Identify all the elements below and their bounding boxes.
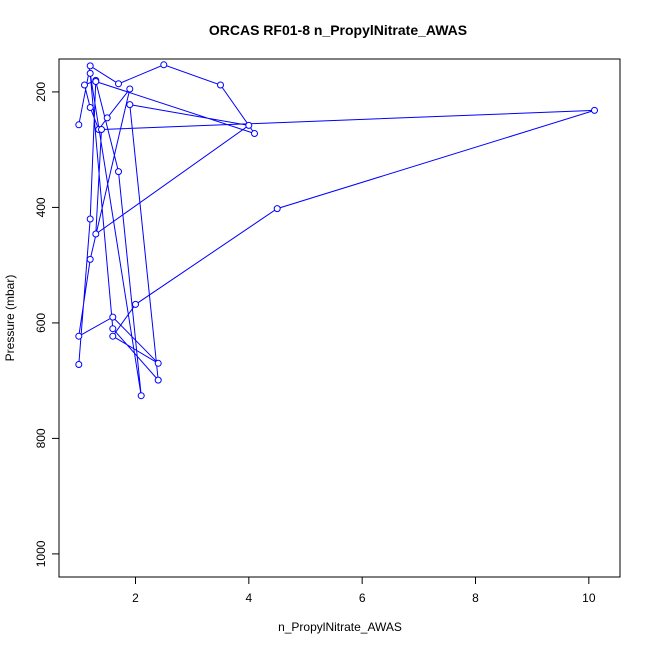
data-point <box>251 130 258 137</box>
y-tick-label: 800 <box>34 428 48 448</box>
y-tick-label: 1000 <box>34 540 48 567</box>
data-point <box>591 106 598 114</box>
data-point <box>103 114 111 122</box>
data-point <box>245 121 253 129</box>
data-point <box>86 62 94 70</box>
data-point <box>160 61 168 69</box>
data-point <box>217 81 224 89</box>
data-point <box>75 121 83 129</box>
data-point <box>154 359 162 367</box>
data-point <box>86 215 94 223</box>
plot-frame <box>58 58 621 578</box>
x-tick-label: 2 <box>132 591 139 605</box>
x-tick-label: 10 <box>582 591 596 605</box>
data-point <box>86 255 94 263</box>
x-tick-label: 4 <box>245 591 252 605</box>
y-axis: 200 400 600 800 1000 <box>34 82 60 567</box>
data-point <box>154 376 162 384</box>
data-point <box>92 230 100 238</box>
x-axis: 2 4 6 8 10 <box>132 576 596 605</box>
data-point <box>273 205 281 213</box>
x-axis-label: n_PropylNitrate_AWAS <box>278 620 402 634</box>
data-point <box>132 300 139 308</box>
data-point <box>86 104 94 111</box>
data-point <box>126 101 134 109</box>
data-point <box>75 361 83 368</box>
data-point <box>81 81 88 89</box>
x-tick-label: 8 <box>472 591 479 605</box>
y-tick-label: 400 <box>34 197 48 217</box>
y-axis-label: Pressure (mbar) <box>3 275 17 362</box>
data-point <box>115 80 122 88</box>
chart-title: ORCAS RF01-8 n_PropylNitrate_AWAS <box>209 22 467 38</box>
data-point <box>109 325 117 333</box>
data-point <box>109 313 117 321</box>
data-point <box>86 69 94 77</box>
data-point <box>109 332 117 340</box>
data-point <box>98 126 105 133</box>
data-point <box>137 392 145 400</box>
data-point <box>92 78 100 85</box>
data-point <box>115 168 122 176</box>
y-tick-label: 600 <box>34 313 48 333</box>
data-point <box>126 85 134 93</box>
series-line <box>78 64 595 396</box>
x-tick-label: 6 <box>359 591 366 605</box>
data-point <box>75 332 83 340</box>
y-tick-label: 200 <box>34 82 48 102</box>
